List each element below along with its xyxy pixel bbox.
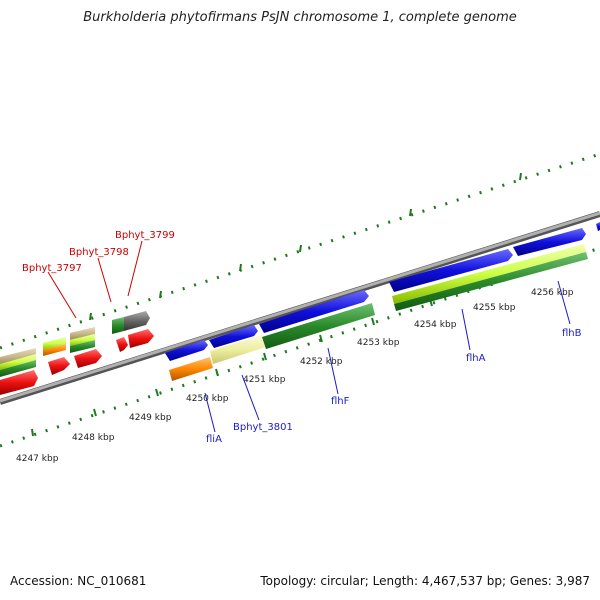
gene-feature-tan[interactable]: [0, 348, 36, 365]
gene-feature-blue[interactable]: [165, 340, 208, 361]
gene-label: flhF: [331, 396, 350, 407]
gene-feature-yellow[interactable]: [210, 335, 266, 364]
kbp-label: 4248 kbp: [72, 433, 115, 443]
gene-feature-lime[interactable]: [43, 337, 66, 350]
kbp-label: 4249 kbp: [129, 413, 172, 423]
gene-label: Bphyt_3798: [69, 247, 129, 258]
kbp-label: 4247 kbp: [16, 454, 59, 464]
gene-feature-blue[interactable]: [209, 325, 258, 348]
gene-labels-top: Bphyt_3797 Bphyt_3798 Bphyt_3799: [22, 230, 175, 274]
gene-feature-blue[interactable]: [389, 249, 513, 292]
kbp-label: 4253 kbp: [357, 338, 400, 348]
gene-feature-green[interactable]: [70, 340, 95, 353]
gene-features-left[interactable]: [0, 311, 154, 395]
gene-feature-red[interactable]: [128, 329, 154, 348]
gene-feature-orange[interactable]: [43, 344, 66, 356]
gene-feature-lime[interactable]: [0, 354, 36, 370]
gene-label: flhA: [466, 353, 486, 364]
kbp-label: 4255 kbp: [473, 303, 516, 313]
gene-feature-green[interactable]: [262, 303, 375, 349]
genome-stats-text: Topology: circular; Length: 4,467,537 bp…: [260, 574, 590, 588]
kbp-label-group: 4247 kbp 4248 kbp 4249 kbp 4250 kbp 4251…: [16, 288, 574, 464]
kbp-label: 4254 kbp: [414, 320, 457, 330]
gene-feature-blue[interactable]: [596, 222, 600, 231]
gene-callouts-top: [47, 240, 143, 319]
gene-feature-tan[interactable]: [70, 327, 95, 340]
gene-callouts-bottom: [204, 280, 571, 433]
kbp-label: 4250 kbp: [186, 394, 229, 404]
gene-label: Bphyt_3797: [22, 263, 82, 274]
gene-feature-red[interactable]: [116, 337, 128, 352]
gene-label: Bphyt_3799: [115, 230, 175, 241]
gene-feature-green[interactable]: [0, 360, 36, 377]
gene-label: flhB: [562, 328, 582, 339]
gene-feature-gray[interactable]: [124, 311, 150, 331]
kbp-label: 4256 kbp: [531, 288, 574, 298]
gene-labels-bottom: fliA Bphyt_3801 flhF flhA flhB: [206, 328, 582, 445]
map-title: Burkholderia phytofirmans PsJN chromosom…: [83, 10, 517, 25]
gene-feature-orange[interactable]: [169, 357, 213, 381]
gene-feature-blue[interactable]: [259, 290, 369, 333]
gene-label: fliA: [206, 434, 222, 445]
major-ticks-outer: [89, 172, 522, 321]
gene-feature-green[interactable]: [112, 317, 124, 334]
chromosome-backbone: [0, 211, 600, 405]
gene-label: Bphyt_3801: [233, 422, 293, 433]
kbp-label: 4251 kbp: [243, 375, 286, 385]
gene-features-main[interactable]: [165, 222, 600, 381]
accession-text: Accession: NC_010681: [10, 574, 147, 588]
kbp-label: 4252 kbp: [300, 357, 343, 367]
gene-feature-red[interactable]: [0, 370, 38, 395]
gene-feature-green[interactable]: [394, 252, 588, 311]
gene-feature-red[interactable]: [74, 349, 102, 368]
gene-feature-red[interactable]: [48, 357, 70, 375]
gene-feature-lime[interactable]: [392, 244, 586, 304]
gene-feature-blue[interactable]: [513, 228, 586, 256]
gene-feature-lime[interactable]: [70, 334, 95, 346]
